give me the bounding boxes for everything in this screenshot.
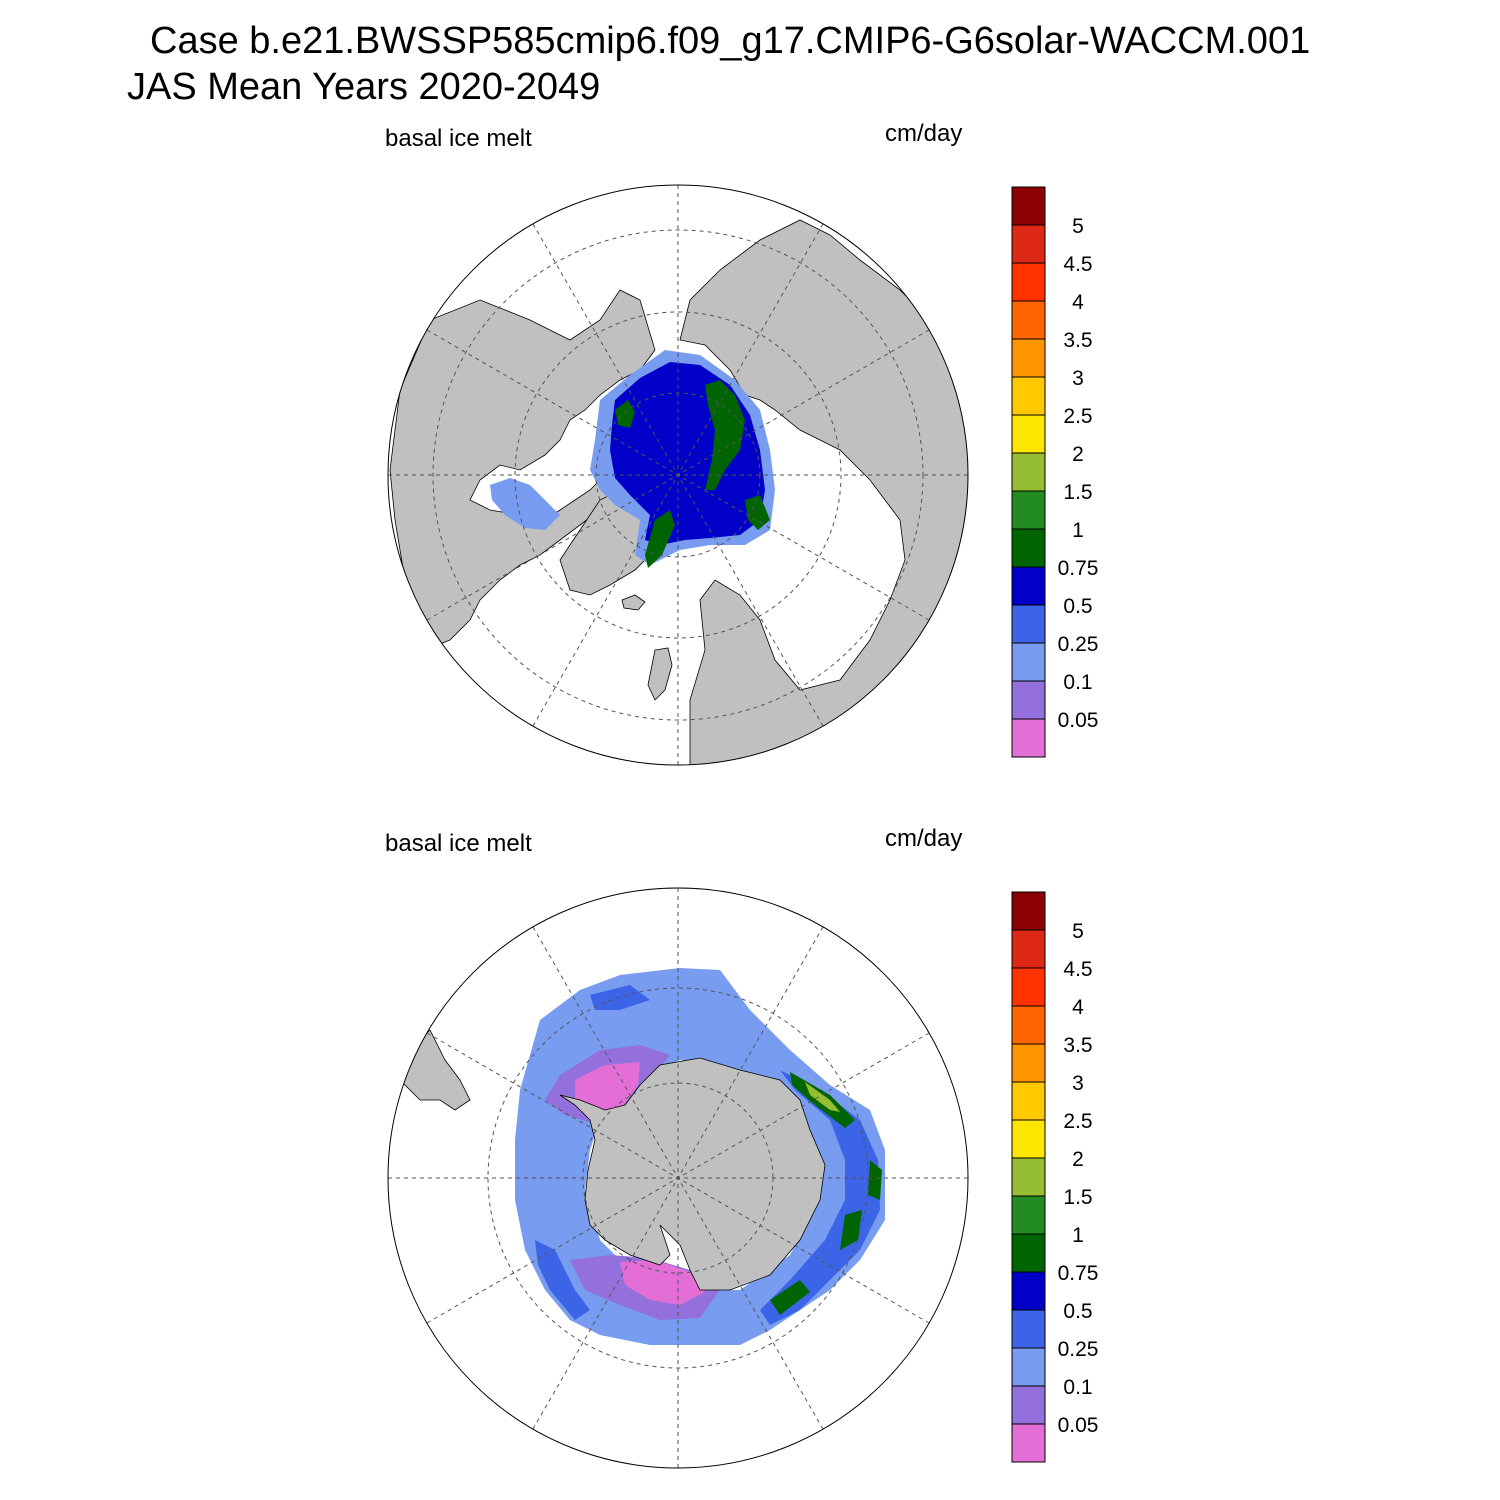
south-ice-spot-green-2 (840, 1210, 862, 1250)
south-colorbar-label: 3 (1072, 1072, 1084, 1095)
south-colorbar-label: 4.5 (1063, 958, 1092, 981)
south-colorbar-box-11 (1011, 1005, 1046, 1045)
south-colorbar-label: 0.05 (1058, 1414, 1099, 1437)
north-graticule (388, 185, 968, 765)
south-colorbar: 0.05 0.1 0.25 0.5 0.75 1 1.5 2 2.5 3 3.5 4 4.5 5 (1011, 891, 1099, 1463)
south-colorbar-label: 3.5 (1063, 1034, 1092, 1057)
north-colorbar-label: 3 (1072, 367, 1084, 390)
north-land-north-america (389, 289, 656, 651)
north-panel-units-label: cm/day (885, 120, 963, 147)
south-ice-patch-ross-pink (620, 1260, 705, 1305)
north-colorbar-label: 4.5 (1063, 253, 1092, 276)
south-colorbar-label: 0.1 (1063, 1376, 1092, 1399)
north-colorbar-box-4 (1011, 566, 1046, 606)
south-colorbar-box-2 (1011, 1347, 1046, 1387)
south-ice-spot-green-west (535, 1240, 590, 1320)
figure-title-line2: JAS Mean Years 2020-2049 (127, 66, 601, 108)
north-colorbar-box-3 (1011, 604, 1046, 644)
south-colorbar-label: 1 (1072, 1224, 1084, 1247)
south-colorbar-box-10 (1011, 1043, 1046, 1083)
north-ice-field-green-beaufort (615, 400, 635, 428)
north-map-border (387, 184, 969, 766)
north-colorbar-box-2 (1011, 642, 1046, 682)
south-colorbar-box-3 (1011, 1309, 1046, 1349)
north-colorbar-box-10 (1011, 338, 1046, 378)
north-colorbar-label: 0.1 (1063, 671, 1092, 694)
north-colorbar-label: 1.5 (1063, 481, 1092, 504)
north-colorbar-box-12 (1011, 262, 1046, 302)
north-panel-variable-label: basal ice melt (385, 125, 532, 152)
south-colorbar-box-12 (1011, 967, 1046, 1007)
south-colorbar-box-8 (1011, 1119, 1046, 1159)
south-panel-variable-label: basal ice melt (385, 830, 532, 857)
south-colorbar-box-6 (1011, 1195, 1046, 1235)
north-colorbar-label: 3.5 (1063, 329, 1092, 352)
north-colorbar-box-11 (1011, 300, 1046, 340)
north-colorbar-label: 0.5 (1063, 595, 1092, 618)
south-land-antarctica (559, 1057, 826, 1291)
north-colorbar-box-6 (1011, 490, 1046, 530)
south-ice-band-east-blue (760, 1070, 880, 1325)
south-colorbar-label: 4 (1072, 996, 1084, 1019)
north-colorbar-label: 0.75 (1058, 557, 1099, 580)
south-colorbar-label: 2 (1072, 1148, 1084, 1171)
south-map-border (387, 887, 969, 1469)
south-ice-patch-weddell-pink (575, 1062, 640, 1115)
south-colorbar-box-9 (1011, 1081, 1046, 1121)
south-colorbar-label: 2.5 (1063, 1110, 1092, 1133)
north-colorbar-label: 2.5 (1063, 405, 1092, 428)
north-colorbar-box-8 (1011, 414, 1046, 454)
north-colorbar-label: 1 (1072, 519, 1084, 542)
south-colorbar-box-7 (1011, 1157, 1046, 1197)
north-colorbar-box-0 (1011, 718, 1046, 758)
north-ice-field-green-barents (745, 495, 770, 530)
south-ice-spot-green-3 (770, 1280, 810, 1315)
south-colorbar-label: 0.25 (1058, 1338, 1099, 1361)
north-colorbar-box-7 (1011, 452, 1046, 492)
south-colorbar-label: 0.75 (1058, 1262, 1099, 1285)
south-panel-units-label: cm/day (885, 825, 963, 852)
south-graticule (388, 888, 968, 1468)
north-colorbar-label: 4 (1072, 291, 1084, 314)
south-colorbar-label: 0.5 (1063, 1300, 1092, 1323)
north-polar-map (387, 184, 969, 766)
north-colorbar-box-5 (1011, 528, 1046, 568)
north-land-iceland (621, 594, 646, 611)
south-colorbar-box-1 (1011, 1385, 1046, 1425)
south-polar-map (387, 887, 969, 1469)
north-colorbar-box-1 (1011, 680, 1046, 720)
north-ice-field-green-greenland (645, 510, 675, 568)
north-colorbar-label: 0.25 (1058, 633, 1099, 656)
north-colorbar-label: 2 (1072, 443, 1084, 466)
south-colorbar-box-0 (1011, 1423, 1046, 1463)
north-colorbar: 0.05 0.1 0.25 0.5 0.75 1 1.5 2 2.5 3 3.5 4 4.5 5 (1011, 186, 1099, 758)
south-colorbar-label: 5 (1072, 920, 1084, 943)
south-colorbar-label: 1.5 (1063, 1186, 1092, 1209)
north-colorbar-label: 5 (1072, 215, 1084, 238)
south-colorbar-box-14 (1011, 891, 1046, 931)
north-colorbar-box-13 (1011, 224, 1046, 264)
south-colorbar-box-13 (1011, 929, 1046, 969)
south-ice-spot-green-1 (868, 1160, 882, 1200)
south-ice-band-east-yellow (805, 1082, 840, 1112)
north-colorbar-label: 0.05 (1058, 709, 1099, 732)
figure-title-line1: Case b.e21.BWSSP585cmip6.f09_g17.CMIP6-G… (150, 20, 1311, 62)
north-colorbar-box-14 (1011, 186, 1046, 226)
north-ice-field-hudson (490, 478, 560, 530)
north-land-british-isles (647, 647, 673, 701)
south-colorbar-box-4 (1011, 1271, 1046, 1311)
south-colorbar-box-5 (1011, 1233, 1046, 1273)
north-colorbar-box-9 (1011, 376, 1046, 416)
north-ice-field-green-siberia (705, 380, 745, 490)
